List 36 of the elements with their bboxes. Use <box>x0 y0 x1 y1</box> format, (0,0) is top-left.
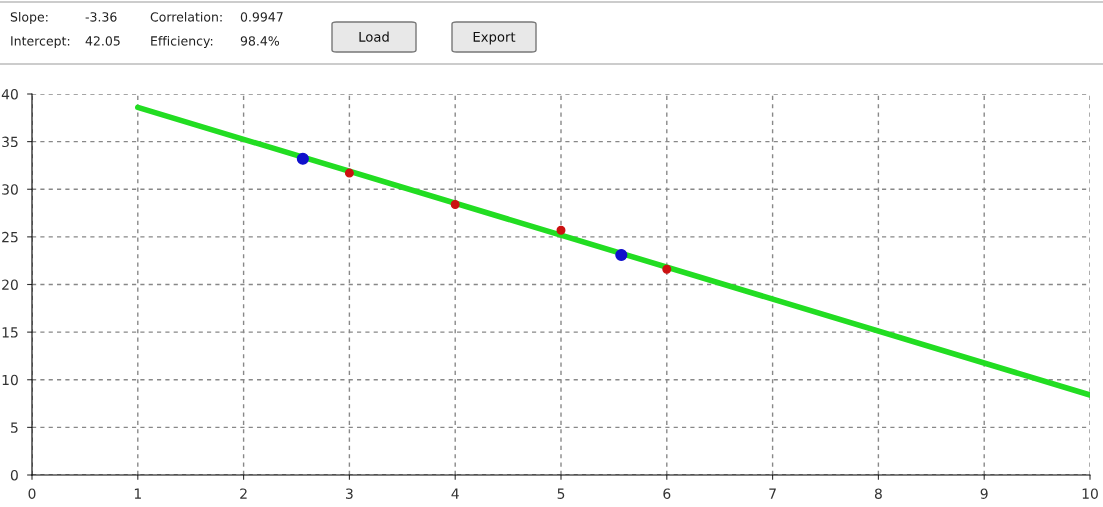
point <box>296 152 309 165</box>
text: Efficiency: <box>151 35 213 49</box>
y-tick-label: 5 <box>11 422 18 433</box>
point <box>344 168 354 178</box>
x-tick-label: 10 <box>1082 488 1098 499</box>
y-tick-label: 30 <box>2 184 18 195</box>
x-tick-label: 5 <box>557 488 565 499</box>
y-tick-label: 15 <box>2 327 18 338</box>
x-tick-label: 1 <box>134 488 141 499</box>
text: Correlation: <box>150 11 222 22</box>
x-tick-label: 7 <box>769 488 776 499</box>
text: Load <box>359 31 389 42</box>
x-tick-label: 3 <box>346 488 353 499</box>
point <box>450 199 460 209</box>
text: Intercept: <box>11 36 70 49</box>
x-tick-label: 6 <box>663 488 671 499</box>
x-tick-label: 2 <box>240 488 247 499</box>
text: 98.4% <box>240 36 280 46</box>
text: Export <box>473 32 516 45</box>
x-tick-label: 0 <box>28 488 36 499</box>
point <box>556 225 566 235</box>
point <box>615 248 628 262</box>
text: Slope: <box>10 11 48 25</box>
y-tick-label: 10 <box>2 374 18 386</box>
y-tick-label: 35 <box>2 136 18 148</box>
x-tick-label: 4 <box>451 488 459 499</box>
y-tick-label: 40 <box>1 88 18 100</box>
point <box>662 264 672 274</box>
y-tick-label: 0 <box>10 469 18 481</box>
text: 0.9947 <box>240 12 283 22</box>
text: 42.05 <box>85 36 120 46</box>
text: -3.36 <box>85 12 117 22</box>
x-tick-label: 8 <box>874 488 882 499</box>
y-tick-label: 25 <box>2 231 18 243</box>
y-tick-label: 20 <box>2 279 18 290</box>
x-tick-label: 9 <box>980 488 988 499</box>
